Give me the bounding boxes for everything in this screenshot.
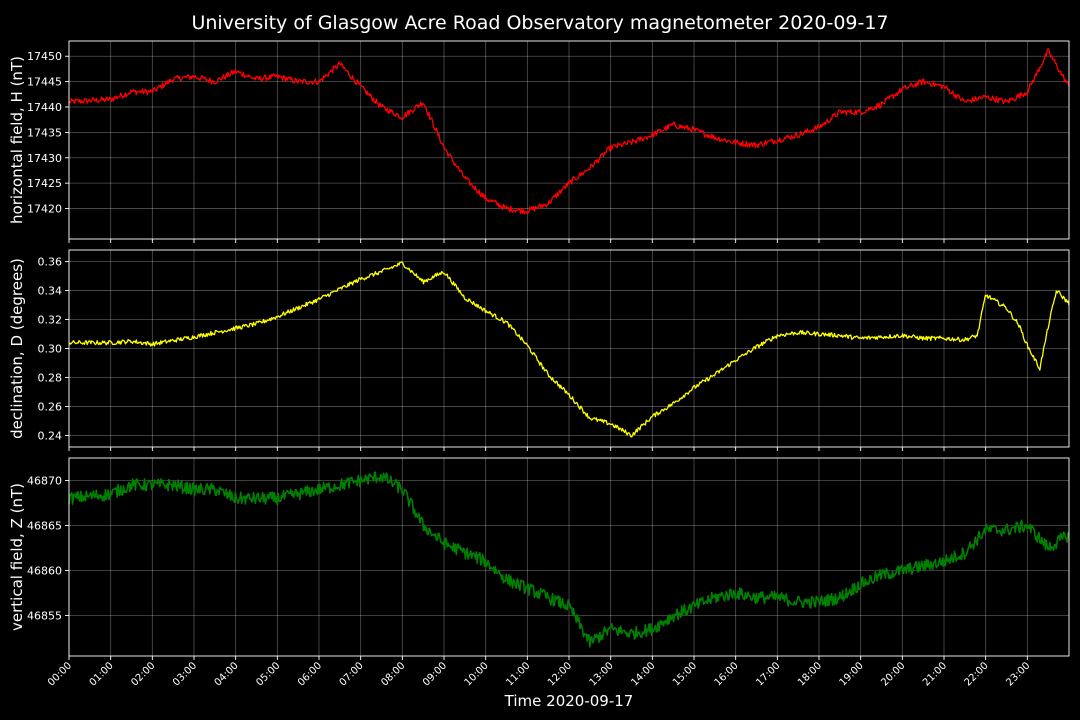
series-line-1: [68, 47, 1070, 215]
x-tick-label: 23:00: [1004, 660, 1032, 688]
series-line-3: [68, 471, 1070, 648]
x-tick-label: 17:00: [754, 660, 782, 688]
plot-frame: [68, 457, 1070, 657]
plot-frame: [68, 40, 1070, 240]
plot-frame: [68, 249, 1070, 448]
y-tick-label: 17450: [27, 50, 62, 63]
x-tick-label: 21:00: [921, 660, 949, 688]
panel-2: 0.24 0.26 0.28 0.30 0.32 0.34 0.36 declination,…: [8, 249, 1070, 451]
y-axis-label: vertical field, Z (nT): [8, 483, 26, 631]
x-tick-label: 07:00: [338, 660, 366, 688]
y-tick-label: 46860: [27, 565, 62, 578]
x-tick-label: 01:00: [88, 660, 116, 688]
y-tick-label: 0.30: [38, 343, 63, 356]
x-tick-label: 02:00: [129, 660, 157, 688]
x-tick-label: 03:00: [171, 660, 199, 688]
x-tick-label: 11:00: [504, 660, 532, 688]
x-tick-label: 06:00: [296, 660, 324, 688]
y-tick-label: 17425: [27, 177, 62, 190]
plot-area: [69, 458, 1069, 656]
y-tick-label: 46870: [27, 475, 62, 488]
y-axis-label: horizontal field, H (nT): [8, 56, 26, 224]
x-tick-label: 19:00: [838, 660, 866, 688]
x-tick-label: 18:00: [796, 660, 824, 688]
x-tick-label: 12:00: [546, 660, 574, 688]
x-axis-label: Time 2020-09-17: [504, 692, 634, 710]
y-tick-label: 17445: [27, 76, 62, 89]
y-tick-label: 46865: [27, 520, 62, 533]
y-axis-label: declination, D (degrees): [8, 258, 26, 439]
x-tick-label: 22:00: [963, 660, 991, 688]
series-line-2: [68, 261, 1070, 438]
x-tick-label: 14:00: [629, 660, 657, 688]
x-tick-label: 16:00: [713, 660, 741, 688]
y-tick-label: 0.28: [38, 371, 63, 384]
x-tick-label: 13:00: [588, 660, 616, 688]
x-tick-label: 15:00: [671, 660, 699, 688]
chart-panels: 17420 17425 17430 17435 17440 17445 17450horiz…: [8, 40, 1070, 660]
y-tick-label: 17440: [27, 101, 62, 114]
x-axis-ticks: 00:00 01:00 02:00 03:00 04:00 05:00 06:00 07:00…: [46, 660, 1032, 688]
y-tick-label: 0.26: [38, 400, 63, 413]
y-tick-label: 17420: [27, 203, 62, 216]
plot-area: [69, 41, 1069, 239]
y-tick-label: 46855: [27, 610, 62, 623]
plot-area: [69, 250, 1069, 447]
x-tick-label: 10:00: [463, 660, 491, 688]
y-tick-label: 17435: [27, 126, 62, 139]
y-tick-label: 17430: [27, 152, 62, 165]
y-tick-label: 0.32: [38, 314, 63, 327]
x-tick-label: 00:00: [46, 660, 74, 688]
x-tick-label: 08:00: [379, 660, 407, 688]
y-tick-label: 0.34: [38, 285, 63, 298]
chart-title: University of Glasgow Acre Road Observat…: [191, 12, 888, 34]
y-tick-label: 0.24: [38, 429, 63, 442]
panel-1: 17420 17425 17430 17435 17440 17445 17450horiz…: [8, 40, 1070, 243]
y-tick-label: 0.36: [38, 256, 63, 269]
x-tick-label: 05:00: [254, 660, 282, 688]
x-tick-label: 20:00: [879, 660, 907, 688]
x-tick-label: 09:00: [421, 660, 449, 688]
x-tick-label: 04:00: [213, 660, 241, 688]
